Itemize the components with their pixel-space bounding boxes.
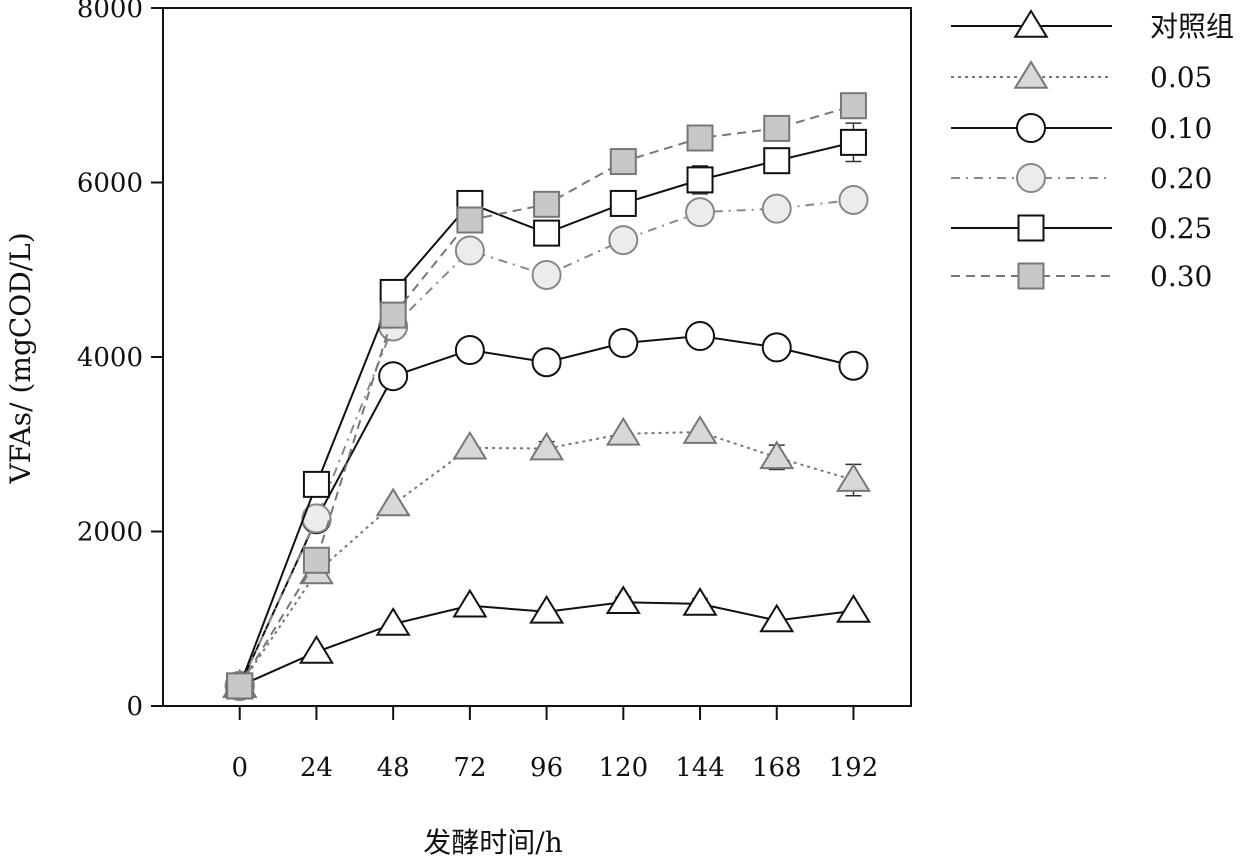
data-point [763,114,791,142]
legend-marker [1017,214,1045,242]
data-point [452,430,488,460]
series-line [238,431,854,687]
legend-marker [1017,262,1045,290]
legend-marker [1016,163,1046,193]
x-tick-label: 96 [530,753,563,783]
y-axis-label: VFAs/ (mgCOD/L) [4,232,37,484]
data-point [531,347,562,378]
data-point [685,197,716,228]
data-point [682,415,718,444]
data-point [302,470,330,498]
data-point [379,301,407,329]
data-point [605,416,641,446]
legend-label: 0.30 [1150,260,1212,293]
legend-item: 0.05 [951,60,1212,94]
x-axis: 0 24 48 72 96 120 144 168 192 [231,706,878,783]
legend-label: 0.05 [1150,61,1212,94]
series-layer [222,92,871,701]
data-point [605,585,641,614]
data-point [529,594,565,624]
legend: 对照组 0.05 0.10 0.20 0.25 0.30 [951,9,1234,293]
data-point [686,166,714,194]
data-point [456,206,484,234]
y-tick-label: 0 [126,692,143,722]
data-point [839,128,867,156]
data-point [454,335,485,366]
data-point [609,189,637,217]
data-point [452,588,488,618]
y-tick-label: 6000 [77,169,143,199]
x-tick-label: 48 [377,753,410,783]
data-point [454,235,485,266]
x-tick-label: 144 [675,753,725,783]
legend-label: 对照组 [1150,10,1234,43]
series-对照组 [222,585,871,698]
data-point [302,546,330,574]
data-point [378,361,409,392]
legend-item: 0.20 [951,162,1212,195]
data-point [609,148,637,176]
data-point [375,607,411,636]
data-point [839,92,867,120]
data-point [531,259,562,290]
legend-item: 对照组 [951,9,1234,43]
series-0.30 [226,92,867,700]
data-point [608,328,639,359]
data-point [838,184,869,215]
data-point [686,124,714,152]
legend-item: 0.25 [951,212,1212,245]
legend-label: 0.20 [1150,162,1212,195]
legend-marker [1016,113,1046,143]
data-point [533,190,561,218]
data-point [685,321,716,352]
data-point [533,219,561,247]
data-point [761,193,792,224]
data-point [761,332,792,363]
y-axis: 0 2000 4000 6000 8000 [77,0,163,722]
data-point [838,350,869,381]
y-tick-label: 8000 [77,0,143,24]
legend-marker [1013,9,1049,38]
legend-item: 0.10 [951,112,1212,145]
legend-label: 0.10 [1150,112,1212,145]
data-point [682,586,718,616]
data-point [759,440,795,470]
data-point [379,278,407,306]
data-point [375,487,411,517]
y-tick-label: 2000 [77,518,143,548]
y-tick-label: 4000 [77,343,143,373]
x-tick-label: 0 [231,753,248,783]
x-tick-label: 72 [453,753,486,783]
x-tick-label: 24 [300,753,333,783]
data-point [835,593,871,623]
x-tick-label: 192 [829,753,879,783]
legend-item: 0.30 [951,260,1212,293]
data-point [529,431,565,461]
data-point [608,225,639,256]
legend-label: 0.25 [1150,212,1212,245]
data-point [226,672,254,700]
data-point [835,463,871,492]
data-point [298,634,334,664]
data-point [763,147,791,175]
x-axis-label: 发酵时间/h [423,826,562,859]
legend-marker [1013,60,1049,89]
x-tick-label: 168 [752,753,802,783]
data-point [759,603,795,633]
x-tick-label: 120 [598,753,648,783]
